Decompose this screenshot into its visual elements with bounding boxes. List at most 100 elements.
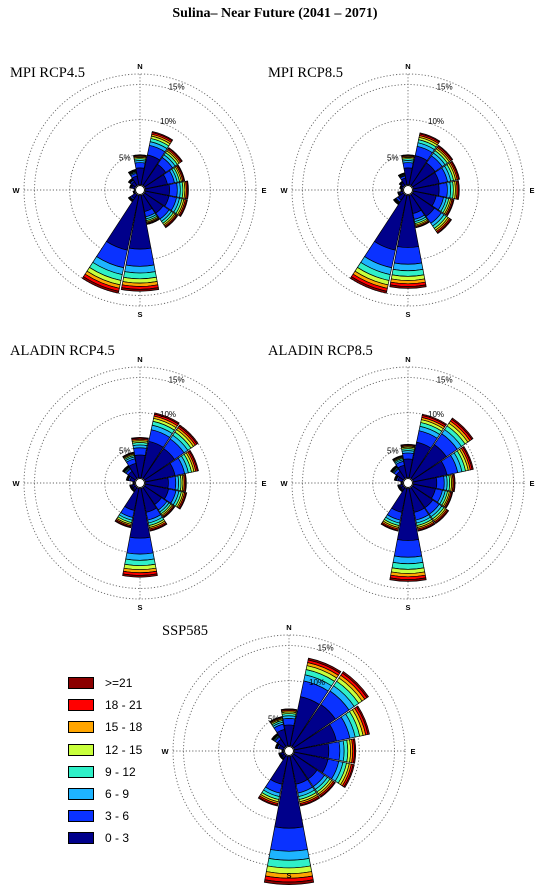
cardinal-W: W bbox=[161, 747, 169, 756]
legend-item: 12 - 15 bbox=[68, 739, 188, 761]
petal-WSW bbox=[397, 190, 404, 197]
petal-segment bbox=[397, 484, 400, 490]
petal-ESE bbox=[412, 190, 455, 217]
petal-ENE bbox=[412, 445, 474, 483]
petal-segment bbox=[271, 733, 278, 740]
legend-label: 3 - 6 bbox=[105, 809, 130, 824]
petal-NE bbox=[291, 670, 370, 749]
petal-segment bbox=[122, 465, 129, 472]
petal-segment bbox=[445, 491, 454, 509]
legend-item: 6 - 9 bbox=[68, 783, 188, 805]
petal-NNE bbox=[140, 131, 174, 186]
petal-NNE bbox=[408, 132, 441, 186]
ring-label-5: 5% bbox=[119, 153, 131, 162]
petal-segment bbox=[353, 738, 357, 764]
rose-title: SSP585 bbox=[162, 623, 208, 639]
petal-S bbox=[389, 487, 427, 582]
petal-segment bbox=[162, 505, 176, 519]
petal-segment bbox=[401, 154, 415, 157]
cardinal-N: N bbox=[137, 355, 142, 364]
petal-segment bbox=[446, 199, 455, 217]
petal-segment bbox=[327, 741, 341, 761]
petal-ENE bbox=[144, 449, 199, 483]
petal-segment bbox=[392, 555, 424, 565]
petal-SSE bbox=[140, 487, 168, 532]
petal-NNE bbox=[289, 657, 342, 747]
petal-WSW bbox=[397, 483, 404, 490]
legend-label: 6 - 9 bbox=[105, 787, 130, 802]
ring-label-5: 5% bbox=[387, 153, 399, 162]
petal-segment bbox=[164, 214, 179, 229]
legend-item: 9 - 12 bbox=[68, 761, 188, 783]
petal-NW bbox=[271, 733, 287, 749]
legend-label: 15 - 18 bbox=[105, 720, 143, 735]
petal-segment bbox=[390, 465, 397, 472]
petal-segment bbox=[125, 552, 155, 561]
legend-label: 12 - 15 bbox=[105, 742, 143, 757]
petal-N bbox=[133, 154, 147, 186]
petal-SSW bbox=[81, 194, 140, 294]
petal-segment bbox=[126, 536, 154, 555]
cardinal-W: W bbox=[280, 479, 288, 488]
petal-SSW bbox=[114, 487, 140, 529]
legend-item: 18 - 21 bbox=[68, 694, 188, 716]
rose-center bbox=[284, 746, 294, 756]
petal-NNW bbox=[397, 172, 408, 186]
petal-segment bbox=[343, 764, 355, 789]
cardinal-S: S bbox=[405, 603, 410, 612]
petal-ESE bbox=[293, 751, 355, 789]
petal-segment bbox=[133, 154, 147, 157]
ring-label-5: 5% bbox=[268, 714, 280, 723]
petal-segment bbox=[167, 475, 177, 491]
petal-ENE bbox=[144, 164, 186, 190]
petal-WSW bbox=[132, 190, 136, 195]
legend-swatch bbox=[68, 743, 94, 756]
petal-segment bbox=[419, 132, 441, 143]
petal-NNE bbox=[408, 413, 447, 479]
legend-swatch bbox=[68, 699, 94, 712]
petal-segment bbox=[263, 879, 315, 885]
petal-SSW bbox=[349, 194, 408, 294]
petal-segment bbox=[397, 172, 405, 176]
petal-segment bbox=[451, 417, 474, 440]
petal-segment bbox=[122, 573, 158, 578]
petal-SSE bbox=[408, 194, 430, 229]
petal-segment bbox=[389, 577, 427, 582]
rose-title: MPI RCP8.5 bbox=[268, 65, 343, 81]
petal-segment bbox=[257, 796, 279, 807]
outer-ring bbox=[23, 73, 257, 307]
rose-title: MPI RCP4.5 bbox=[10, 65, 85, 81]
petal-segment bbox=[186, 180, 189, 200]
ring-label-5: 5% bbox=[387, 446, 399, 455]
cardinal-W: W bbox=[12, 186, 20, 195]
petal-NE bbox=[142, 424, 199, 481]
petal-segment bbox=[299, 796, 321, 807]
wind-rose-5: SSP585 N E S W 5% 10% 15% bbox=[161, 623, 416, 885]
petal-segment bbox=[127, 197, 133, 203]
petal-segment bbox=[356, 705, 370, 735]
petal-segment bbox=[134, 162, 146, 169]
petal-segment bbox=[154, 412, 180, 425]
petal-segment bbox=[268, 849, 310, 861]
legend-swatch bbox=[68, 810, 94, 823]
cardinal-S: S bbox=[405, 310, 410, 319]
petal-segment bbox=[178, 492, 188, 510]
petal-segment bbox=[462, 445, 474, 470]
petal-segment bbox=[380, 522, 399, 532]
petal-segment bbox=[168, 182, 178, 198]
petal-segment bbox=[122, 451, 135, 458]
petal-segment bbox=[270, 826, 308, 852]
petal-SSW bbox=[380, 487, 408, 532]
cardinal-W: W bbox=[12, 479, 20, 488]
ring-label-10: 10% bbox=[428, 410, 444, 419]
petal-segment bbox=[178, 424, 199, 445]
legend-swatch bbox=[68, 788, 94, 801]
petal-NNW bbox=[392, 455, 408, 479]
petal-segment bbox=[438, 182, 448, 198]
legend-item: 0 - 3 bbox=[68, 827, 188, 849]
legend-swatch bbox=[68, 765, 94, 778]
petal-segment bbox=[400, 443, 416, 447]
petal-segment bbox=[393, 539, 423, 558]
petal-SE bbox=[142, 192, 179, 229]
